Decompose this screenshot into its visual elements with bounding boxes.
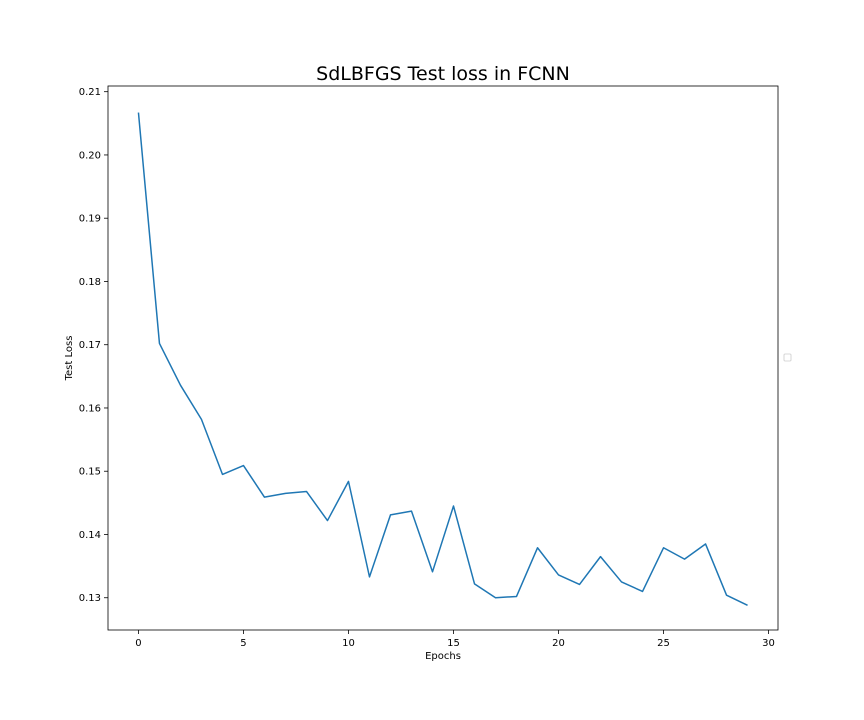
y-tick-label: 0.15 <box>79 467 101 478</box>
y-tick-label: 0.21 <box>79 87 101 98</box>
x-tick-label: 0 <box>135 638 141 649</box>
x-tick-label: 20 <box>552 638 565 649</box>
y-tick-label: 0.14 <box>79 530 101 541</box>
y-tick-label: 0.13 <box>79 593 101 604</box>
y-tick-label: 0.18 <box>79 277 101 288</box>
y-tick-label: 0.19 <box>79 214 101 225</box>
y-axis-label: Test Loss <box>64 336 75 382</box>
x-axis-ticks: 0 5 10 15 20 25 30 <box>135 630 775 649</box>
x-tick-label: 25 <box>657 638 670 649</box>
x-tick-label: 10 <box>342 638 355 649</box>
plot-area <box>108 86 778 630</box>
x-tick-label: 5 <box>240 638 246 649</box>
plot-frame <box>107 85 779 631</box>
legend-box <box>783 353 792 362</box>
x-tick-label: 30 <box>762 638 775 649</box>
series-line <box>137 112 748 607</box>
y-tick-label: 0.16 <box>79 403 101 414</box>
chart-title: SdLBFGS Test loss in FCNN <box>316 63 570 85</box>
y-tick-label: 0.17 <box>79 340 101 351</box>
x-axis-label: Epochs <box>425 651 461 662</box>
y-axis-ticks: 0.13 0.14 0.15 0.16 0.17 0.18 0.19 0.20 0.21 <box>79 87 108 604</box>
y-tick-label: 0.20 <box>79 150 101 161</box>
x-tick-label: 15 <box>447 638 460 649</box>
